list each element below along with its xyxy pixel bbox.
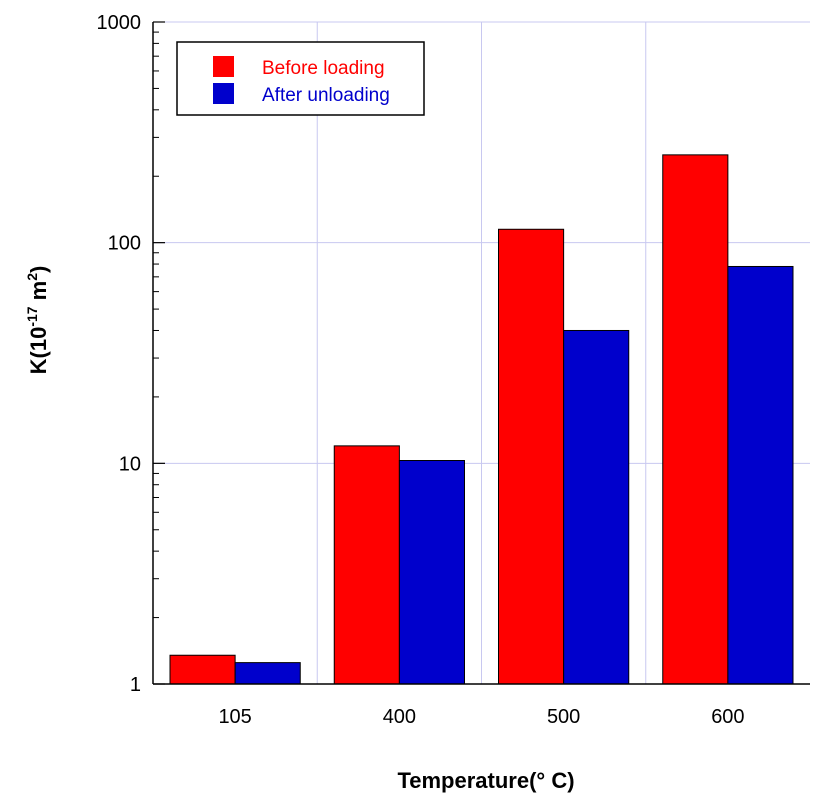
bar-before-loading-105	[169, 654, 236, 685]
bar-after-unloading-600	[727, 265, 794, 685]
x-tick-label: 400	[383, 706, 416, 728]
y-axis-title-suffix: )	[26, 266, 51, 273]
bars	[169, 154, 794, 685]
bar-after-unloading-500	[563, 329, 630, 685]
bar-after-unloading-105	[234, 662, 301, 685]
bar-before-loading-500	[498, 228, 565, 685]
legend: Before loading After unloading	[176, 41, 425, 116]
x-tick-label: 105	[218, 706, 251, 728]
grid	[153, 21, 810, 685]
x-tick-label: 500	[547, 706, 580, 728]
y-tick-label: 1	[130, 674, 141, 696]
y-tick-labels: 1 10 100 1000	[97, 12, 142, 696]
y-axis-title-exp2: 2	[24, 273, 40, 281]
y-axis-title-exp1: -17	[24, 306, 40, 326]
legend-swatch-before	[213, 56, 234, 77]
y-tick-label: 100	[108, 233, 141, 255]
legend-label-before: Before loading	[262, 58, 385, 79]
y-tick-label: 10	[119, 453, 141, 475]
y-axis-title-mid: m	[26, 281, 51, 307]
y-axis-title: K(10-17 m2)	[24, 266, 51, 375]
legend-swatch-after	[213, 83, 234, 104]
legend-label-after: After unloading	[262, 85, 390, 106]
axes	[152, 22, 810, 685]
bar-before-loading-600	[662, 154, 729, 685]
y-axis-title-prefix: K(10	[26, 327, 51, 375]
x-tick-labels: 105 400 500 600	[218, 706, 744, 728]
x-tick-label: 600	[711, 706, 744, 728]
y-tick-label: 1000	[97, 12, 142, 34]
minor-ticks	[153, 21, 165, 685]
bar-before-loading-400	[333, 445, 400, 685]
x-axis-title: Temperature(° C)	[397, 768, 574, 793]
bar-after-unloading-400	[398, 460, 465, 685]
